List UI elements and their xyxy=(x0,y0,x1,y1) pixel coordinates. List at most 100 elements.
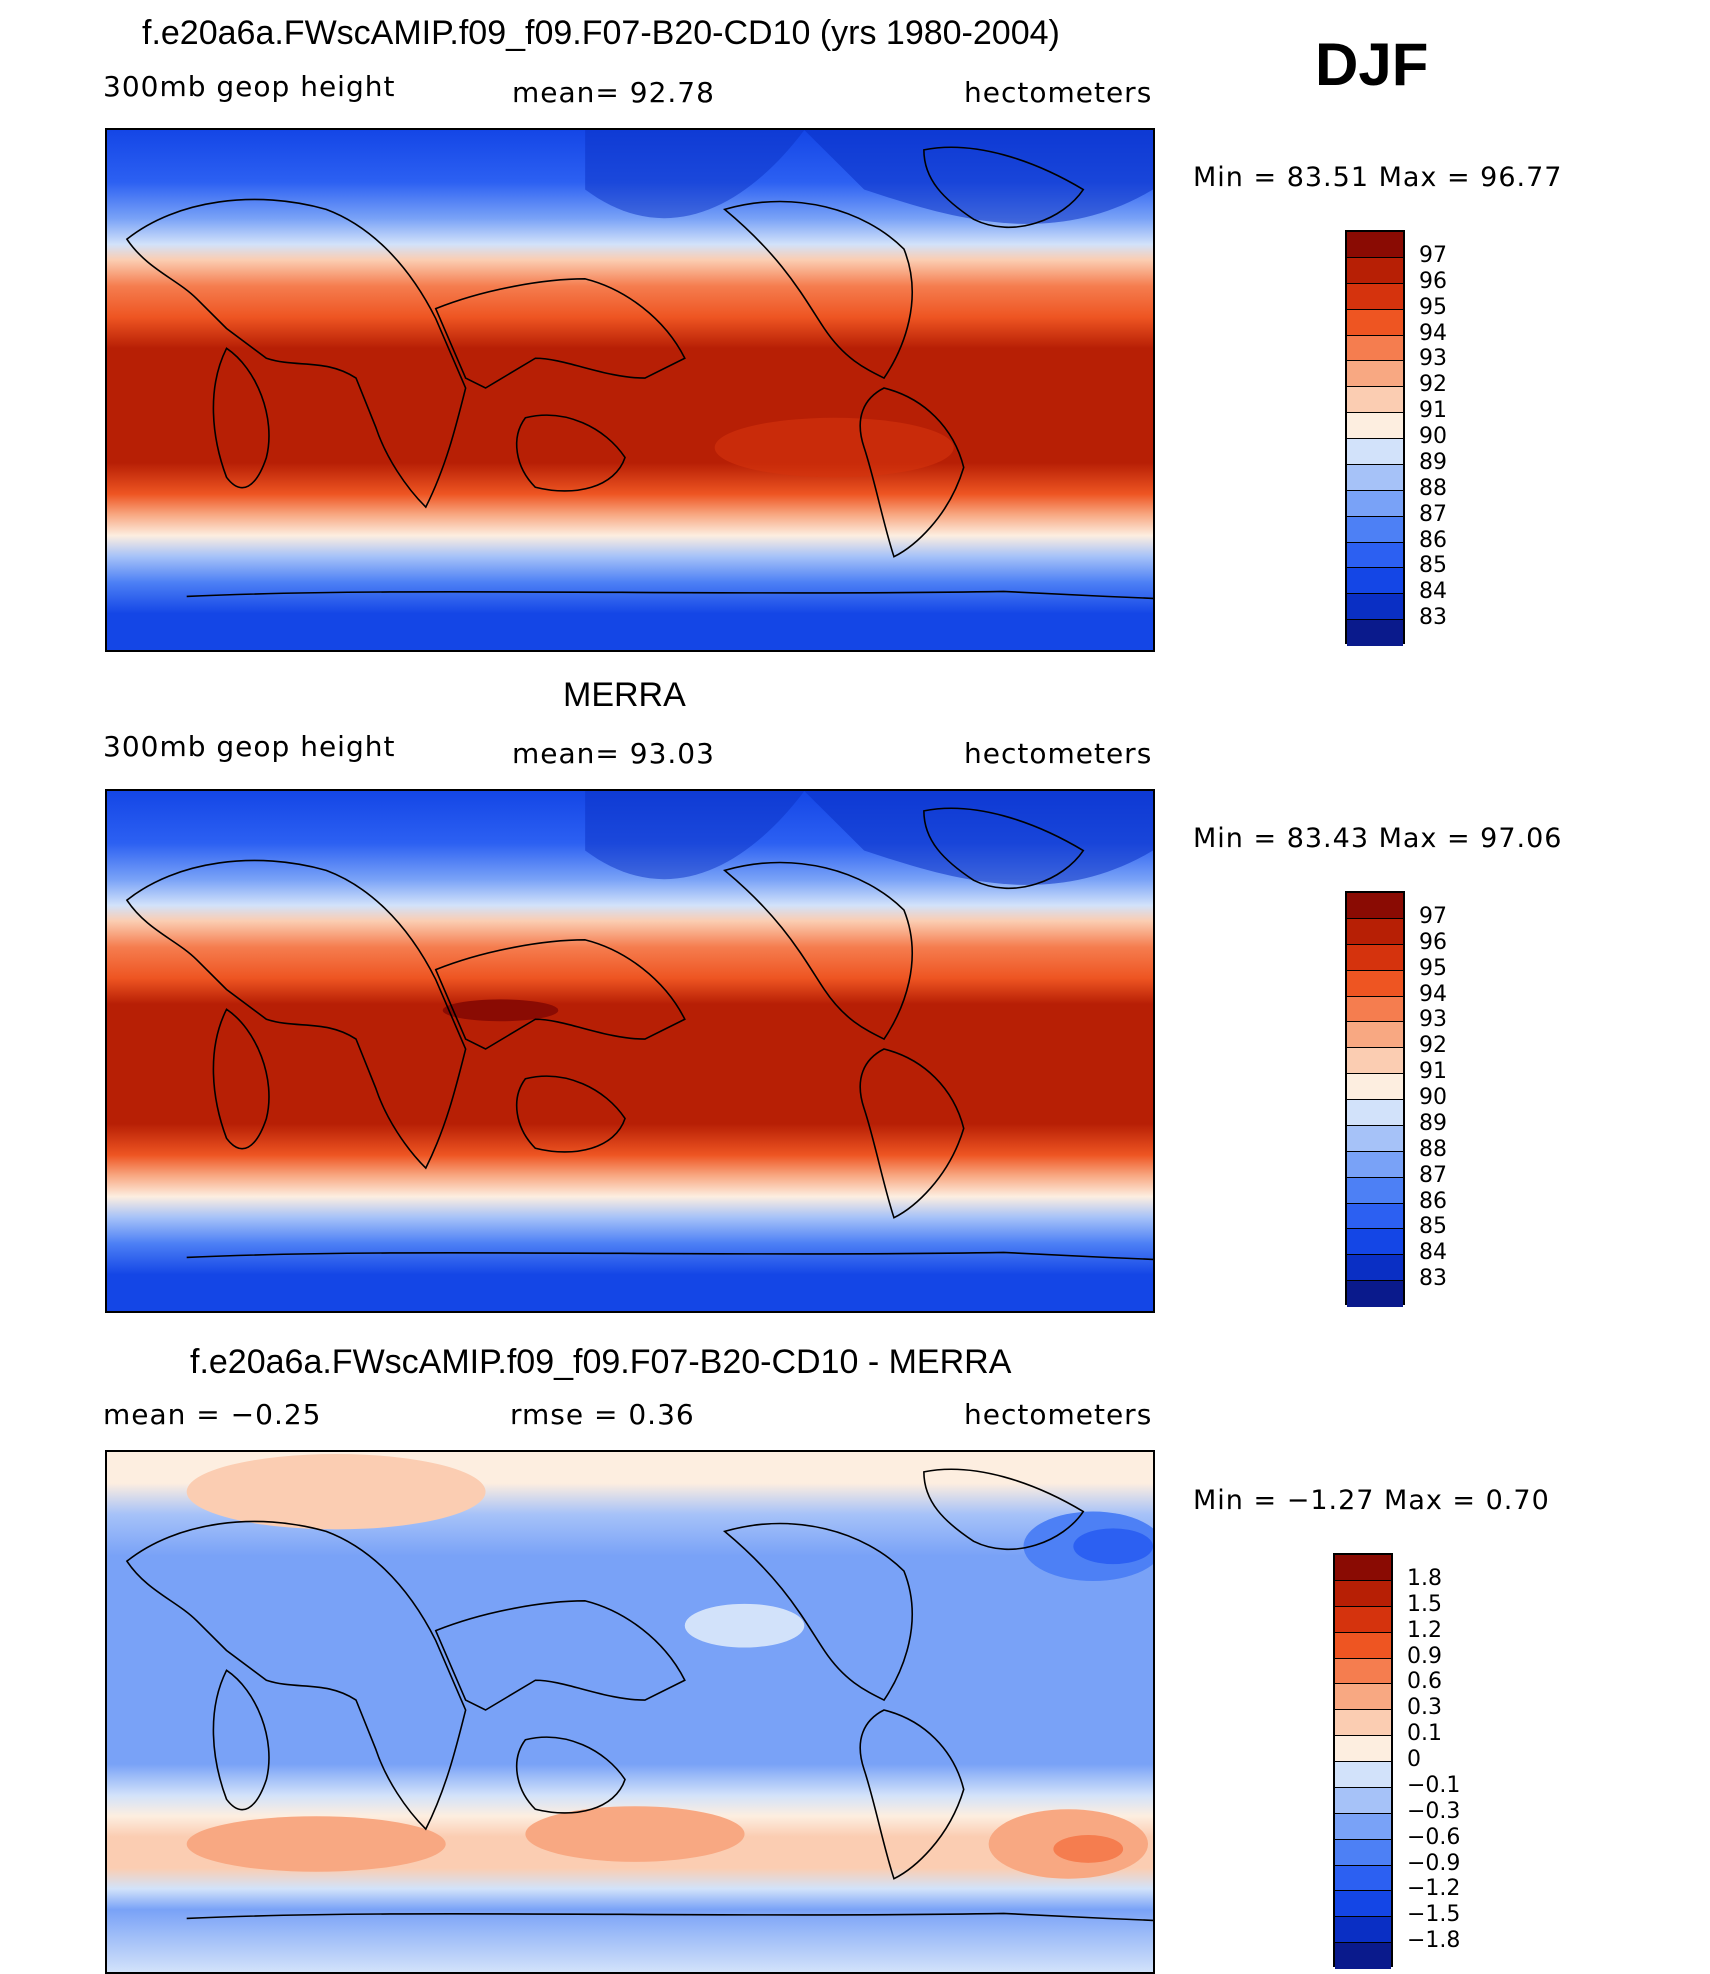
colorbar-swatch xyxy=(1347,568,1403,595)
panel3-title: f.e20a6a.FWscAMIP.f09_f09.F07-B20-CD10 -… xyxy=(190,1343,1012,1381)
colorbar-tick-label: 0 xyxy=(1407,1747,1421,1772)
colorbar-swatch xyxy=(1335,1943,1391,1969)
panel2-coastlines xyxy=(125,807,1153,1261)
colorbar-swatch xyxy=(1347,516,1403,543)
colorbar-tick-label: 91 xyxy=(1419,398,1447,424)
colorbar-swatch xyxy=(1347,1281,1403,1307)
colorbar-tick-label: −1.2 xyxy=(1407,1876,1461,1902)
colorbar-tick-label: −0.3 xyxy=(1407,1798,1461,1824)
colorbar-tick-label: 0.9 xyxy=(1407,1643,1442,1669)
colorbar-tick-label: −1.5 xyxy=(1407,1902,1461,1928)
colorbar-swatch xyxy=(1335,1917,1391,1944)
colorbar-swatch xyxy=(1347,1151,1403,1178)
colorbar-tick-label: 95 xyxy=(1419,955,1447,981)
colorbar-swatch xyxy=(1335,1580,1391,1607)
panel2-merra-map xyxy=(105,789,1155,1313)
panel3-field-background xyxy=(107,1452,1153,1972)
panel2-title: MERRA xyxy=(563,676,686,714)
panel3-negative-core xyxy=(1073,1528,1153,1565)
colorbar-swatch xyxy=(1335,1762,1391,1788)
colorbar-tick-label: 92 xyxy=(1419,372,1447,398)
colorbar-swatch xyxy=(1347,1229,1403,1256)
colorbar-tick-label: −0.9 xyxy=(1407,1850,1461,1876)
colorbar-tick-label: 85 xyxy=(1419,553,1447,579)
colorbar-tick-label: 1.5 xyxy=(1407,1591,1442,1617)
colorbar-swatch xyxy=(1335,1684,1391,1711)
panel2-variable-label: 300mb geop height xyxy=(103,730,396,763)
colorbar-tick-label: −0.6 xyxy=(1407,1824,1461,1850)
panel2-colorbar xyxy=(1345,891,1405,1307)
colorbar-tick-label: 87 xyxy=(1419,501,1447,527)
panel1-model-map xyxy=(105,128,1155,652)
colorbar-swatch xyxy=(1347,542,1403,569)
panel3-difference-map xyxy=(105,1450,1155,1974)
panel3-south-atlantic-core xyxy=(1053,1835,1124,1863)
colorbar-tick-label: 84 xyxy=(1419,579,1447,605)
colorbar-swatch xyxy=(1347,283,1403,310)
colorbar-swatch xyxy=(1347,1203,1403,1230)
colorbar-swatch xyxy=(1335,1632,1391,1659)
colorbar-tick-label: 83 xyxy=(1419,1266,1447,1292)
panel3-coastlines xyxy=(125,1468,1153,1922)
colorbar-tick-label: 97 xyxy=(1419,242,1447,268)
panel3-south-pacific-positive xyxy=(525,1806,745,1862)
colorbar-swatch xyxy=(1347,918,1403,945)
colorbar-tick-label: 94 xyxy=(1419,320,1447,346)
colorbar-swatch xyxy=(1335,1736,1391,1762)
colorbar-swatch xyxy=(1335,1658,1391,1685)
colorbar-swatch xyxy=(1347,1177,1403,1204)
colorbar-tick-label: 1.2 xyxy=(1407,1617,1442,1643)
panel1-colorbar xyxy=(1345,230,1405,646)
colorbar-tick-label: 83 xyxy=(1419,605,1447,631)
colorbar-swatch xyxy=(1347,620,1403,646)
colorbar-tick-label: 88 xyxy=(1419,475,1447,501)
panel3-colorbar xyxy=(1333,1553,1393,1969)
colorbar-tick-label: 94 xyxy=(1419,981,1447,1007)
panel2-mean-label: mean= 93.03 xyxy=(512,737,715,770)
colorbar-swatch xyxy=(1347,1125,1403,1152)
colorbar-tick-label: −1.8 xyxy=(1407,1928,1461,1954)
colorbar-swatch xyxy=(1347,893,1403,919)
colorbar-swatch xyxy=(1347,413,1403,439)
colorbar-tick-label: 89 xyxy=(1419,1110,1447,1136)
colorbar-tick-label: 1.8 xyxy=(1407,1565,1442,1591)
colorbar-tick-label: 96 xyxy=(1419,268,1447,294)
panel3-light-anomaly xyxy=(684,1603,805,1648)
panel1-trough-shading xyxy=(585,130,805,219)
colorbar-tick-label: 86 xyxy=(1419,1188,1447,1214)
colorbar-swatch xyxy=(1347,464,1403,491)
colorbar-swatch xyxy=(1335,1813,1391,1840)
panel3-south-indian-positive xyxy=(186,1816,446,1872)
panel2-minmax: Min = 83.43 Max = 97.06 xyxy=(1193,823,1563,854)
colorbar-tick-label: 0.6 xyxy=(1407,1669,1442,1695)
colorbar-tick-label: 97 xyxy=(1419,903,1447,929)
panel1-variable-label: 300mb geop height xyxy=(103,70,396,103)
colorbar-swatch xyxy=(1347,361,1403,388)
colorbar-tick-label: 91 xyxy=(1419,1059,1447,1085)
season-label: DJF xyxy=(1315,31,1429,98)
colorbar-swatch xyxy=(1335,1710,1391,1737)
colorbar-swatch xyxy=(1347,1048,1403,1075)
panel2-units-label: hectometers xyxy=(964,737,1153,770)
panel1-equatorial-high xyxy=(714,417,954,478)
colorbar-tick-label: 0.3 xyxy=(1407,1695,1442,1721)
colorbar-swatch xyxy=(1347,335,1403,362)
colorbar-tick-label: 93 xyxy=(1419,1007,1447,1033)
colorbar-swatch xyxy=(1347,257,1403,284)
panel3-minmax: Min = −1.27 Max = 0.70 xyxy=(1193,1485,1550,1516)
colorbar-tick-label: −0.1 xyxy=(1407,1772,1461,1798)
colorbar-tick-label: 90 xyxy=(1419,1085,1447,1110)
colorbar-swatch xyxy=(1347,439,1403,465)
colorbar-swatch xyxy=(1347,1255,1403,1282)
colorbar-tick-label: 90 xyxy=(1419,424,1447,449)
panel2-trough-shading-2 xyxy=(804,791,1153,885)
colorbar-swatch xyxy=(1347,1022,1403,1049)
colorbar-swatch xyxy=(1347,594,1403,621)
colorbar-swatch xyxy=(1335,1555,1391,1581)
colorbar-swatch xyxy=(1335,1865,1391,1892)
panel3-positive-anomaly-eurasia xyxy=(186,1453,486,1530)
colorbar-swatch xyxy=(1335,1839,1391,1866)
panel3-rmse-label: rmse = 0.36 xyxy=(510,1398,695,1431)
colorbar-tick-label: 92 xyxy=(1419,1033,1447,1059)
panel1-trough-shading-2 xyxy=(804,130,1153,224)
